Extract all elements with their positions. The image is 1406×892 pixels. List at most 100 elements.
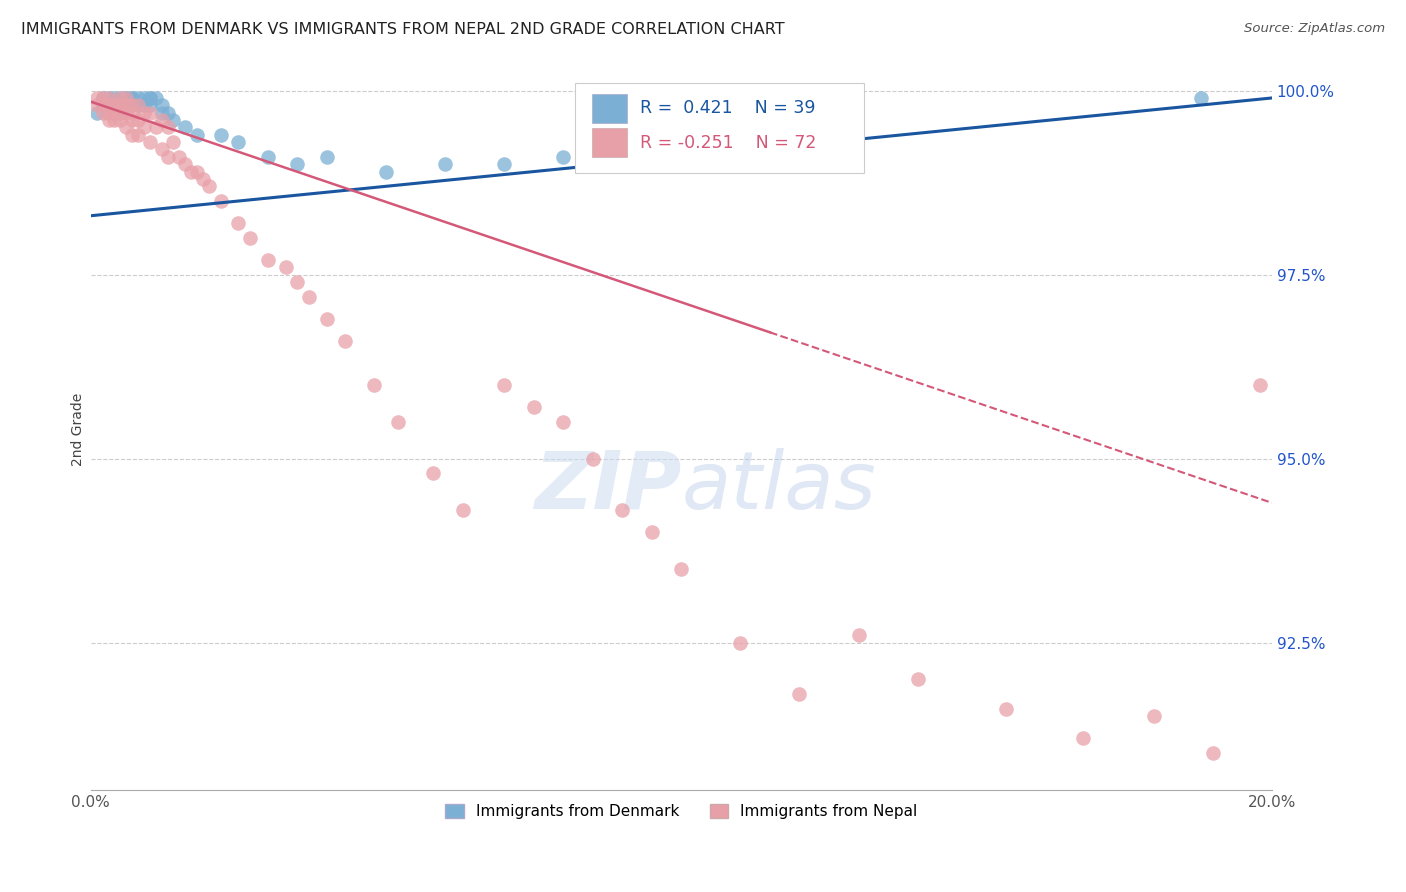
Point — [553, 415, 575, 429]
Point — [156, 105, 179, 120]
Point — [422, 467, 444, 481]
Point — [274, 260, 297, 275]
Point — [139, 135, 162, 149]
Point — [115, 98, 138, 112]
Text: R =  0.421    N = 39: R = 0.421 N = 39 — [640, 99, 815, 117]
Point — [298, 290, 321, 304]
Point — [150, 113, 173, 128]
Point — [239, 231, 262, 245]
Point — [127, 98, 149, 112]
Point — [91, 105, 114, 120]
Point — [333, 334, 356, 348]
Point — [553, 150, 575, 164]
Point — [115, 105, 138, 120]
Point — [995, 702, 1018, 716]
Point — [86, 98, 108, 112]
Point — [127, 98, 149, 112]
Point — [150, 98, 173, 112]
Point — [848, 628, 870, 642]
Point — [127, 128, 149, 142]
Text: atlas: atlas — [682, 448, 876, 526]
Point — [434, 157, 457, 171]
FancyBboxPatch shape — [592, 128, 627, 157]
Point — [121, 128, 143, 142]
Point — [103, 105, 125, 120]
Point — [110, 105, 132, 120]
Point — [186, 128, 208, 142]
Point — [139, 91, 162, 105]
Point — [1189, 91, 1212, 105]
Point — [523, 400, 546, 414]
Text: Source: ZipAtlas.com: Source: ZipAtlas.com — [1244, 22, 1385, 36]
Point — [174, 120, 197, 135]
Point — [115, 91, 138, 105]
Point — [387, 415, 409, 429]
Point — [103, 113, 125, 128]
Point — [451, 503, 474, 517]
Point — [139, 91, 162, 105]
Point — [209, 128, 232, 142]
Point — [127, 91, 149, 105]
Point — [582, 451, 605, 466]
Point — [132, 98, 155, 112]
Point — [121, 98, 143, 112]
Point — [86, 91, 108, 105]
Point — [209, 194, 232, 208]
Point — [86, 105, 108, 120]
Point — [132, 105, 155, 120]
Point — [91, 91, 114, 105]
Point — [139, 98, 162, 112]
Point — [257, 150, 280, 164]
FancyBboxPatch shape — [592, 94, 627, 122]
Point — [91, 91, 114, 105]
Legend: Immigrants from Denmark, Immigrants from Nepal: Immigrants from Denmark, Immigrants from… — [439, 798, 924, 826]
Point — [115, 98, 138, 112]
Point — [730, 636, 752, 650]
Point — [150, 143, 173, 157]
FancyBboxPatch shape — [575, 83, 865, 173]
Point — [186, 164, 208, 178]
Point — [257, 252, 280, 267]
Point — [132, 91, 155, 105]
Point — [1249, 378, 1271, 392]
Point — [180, 164, 202, 178]
Point — [169, 150, 191, 164]
Point — [174, 157, 197, 171]
Point — [121, 105, 143, 120]
Point — [103, 105, 125, 120]
Text: R = -0.251    N = 72: R = -0.251 N = 72 — [640, 134, 817, 152]
Point — [145, 120, 167, 135]
Point — [1071, 731, 1094, 746]
Point — [162, 113, 184, 128]
Text: IMMIGRANTS FROM DENMARK VS IMMIGRANTS FROM NEPAL 2ND GRADE CORRELATION CHART: IMMIGRANTS FROM DENMARK VS IMMIGRANTS FR… — [21, 22, 785, 37]
Point — [91, 98, 114, 112]
Point — [494, 157, 516, 171]
Point — [316, 150, 339, 164]
Point — [139, 105, 162, 120]
Point — [145, 91, 167, 105]
Point — [97, 105, 120, 120]
Point — [198, 179, 221, 194]
Point — [162, 135, 184, 149]
Point — [789, 687, 811, 701]
Point — [110, 105, 132, 120]
Point — [671, 562, 693, 576]
Point — [121, 113, 143, 128]
Point — [110, 98, 132, 112]
Point — [127, 113, 149, 128]
Point — [150, 105, 173, 120]
Text: ZIP: ZIP — [534, 448, 682, 526]
Point — [103, 91, 125, 105]
Point — [97, 98, 120, 112]
Point — [110, 113, 132, 128]
Point — [156, 120, 179, 135]
Point — [121, 98, 143, 112]
Point — [121, 91, 143, 105]
Point — [375, 164, 398, 178]
Point — [115, 91, 138, 105]
Point — [91, 98, 114, 112]
Point — [1202, 746, 1225, 760]
Point — [494, 378, 516, 392]
Point — [156, 150, 179, 164]
Point — [121, 91, 143, 105]
